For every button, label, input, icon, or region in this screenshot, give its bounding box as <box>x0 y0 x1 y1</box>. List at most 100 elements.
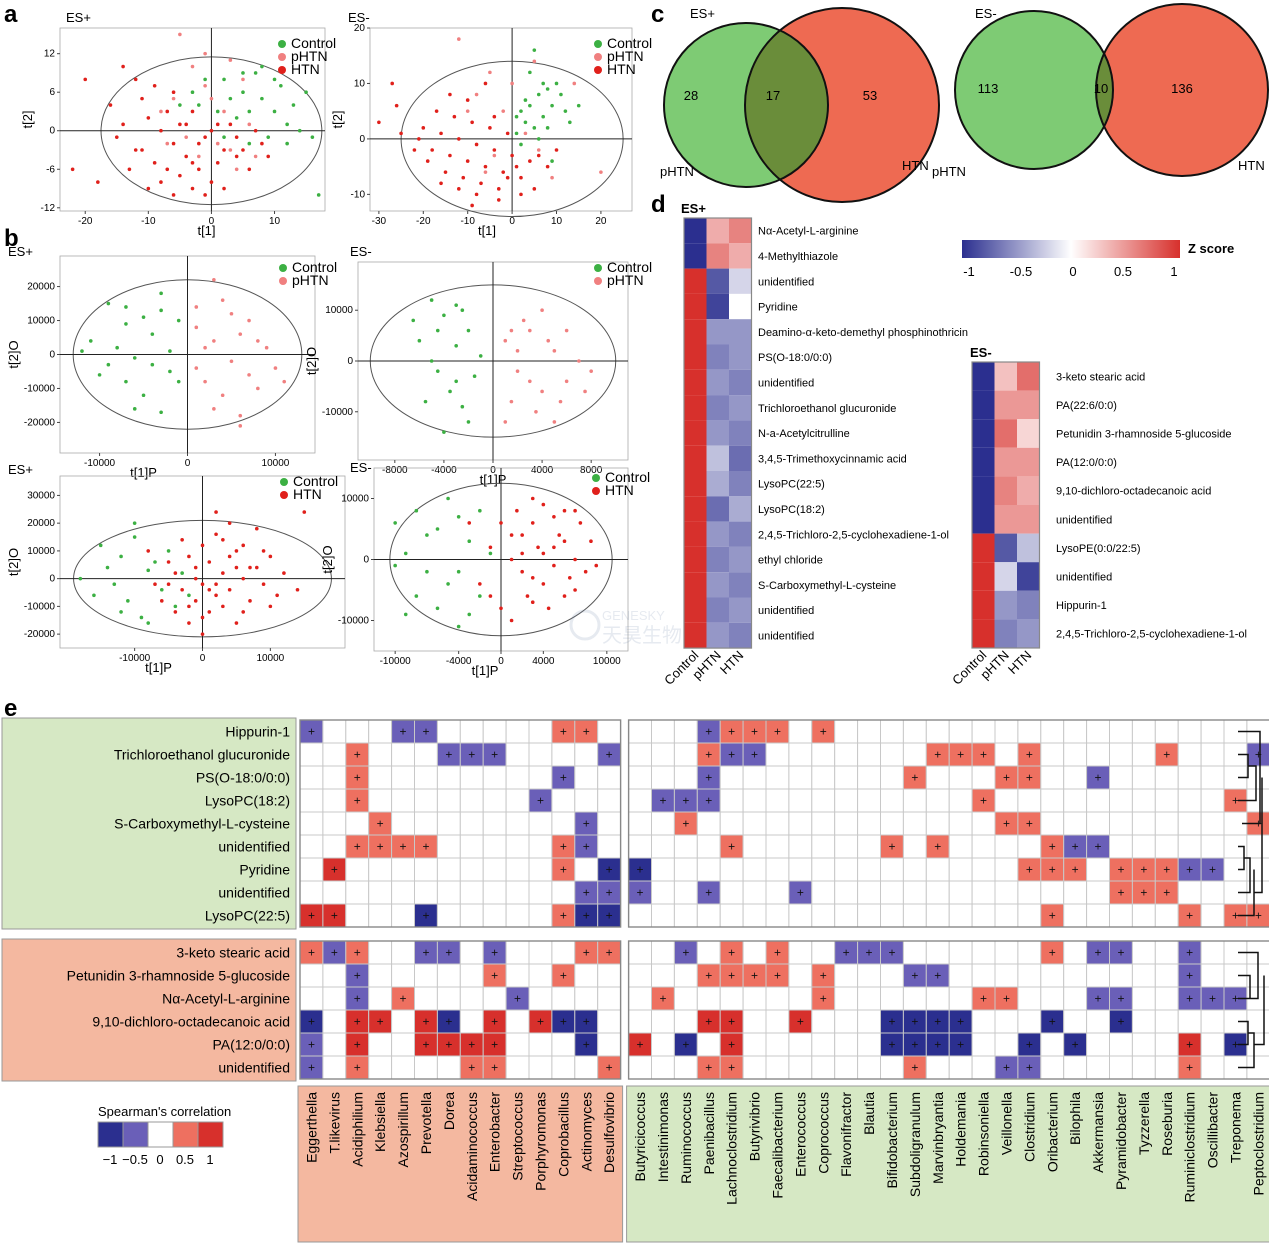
corr-cell <box>1017 963 1042 988</box>
corr-sig-mark: + <box>728 748 735 762</box>
corr-sig-mark: + <box>1049 909 1056 923</box>
corr-col-label: Klebsiella <box>372 1092 388 1152</box>
corr-cell <box>742 903 767 928</box>
heatmap-cell <box>706 496 729 522</box>
corr-block-border <box>299 940 622 1080</box>
point-control <box>159 587 164 592</box>
heatmap-cell <box>706 420 729 446</box>
corr-cell <box>811 1032 836 1057</box>
point-htn <box>187 621 191 625</box>
corr-cell <box>971 834 996 859</box>
corr-row-label: Pyridine <box>239 862 290 878</box>
corr-sig-mark: + <box>1026 1038 1033 1052</box>
point-phtn <box>197 154 201 159</box>
heatmap-cell <box>729 319 752 345</box>
legend-label-htn: HTN <box>291 61 320 77</box>
x-tick-label: 0 <box>490 465 496 476</box>
point-control <box>168 369 172 374</box>
corr-cell <box>1131 765 1156 790</box>
corr-sig-mark: + <box>1117 946 1124 960</box>
heatmap-cell <box>729 622 752 649</box>
corr-cell <box>902 788 927 813</box>
corr-cell <box>505 857 530 882</box>
pca-scatter-plots: -20 -10 0 10-12-60612t[1]t[2]ES+ControlpHTN… <box>6 10 652 678</box>
point-htn <box>165 167 170 172</box>
corr-sig-mark: + <box>606 909 613 923</box>
corr-cell <box>1154 986 1179 1011</box>
legend-label-phtn: pHTN <box>607 272 644 288</box>
corr-cell <box>528 719 553 744</box>
corr-sig-mark: + <box>445 1038 452 1052</box>
corr-cell <box>628 742 652 767</box>
point-phtn <box>194 366 199 370</box>
corr-cell <box>788 903 813 928</box>
corr-cell <box>742 1032 767 1057</box>
corr-cell <box>948 834 973 859</box>
point-control <box>514 131 519 136</box>
corr-cell <box>651 963 675 988</box>
corr-cell <box>345 811 370 836</box>
corr-cell <box>902 940 927 965</box>
corr-sig-mark: + <box>728 1015 735 1029</box>
legend-marker-control <box>280 478 288 486</box>
point-phtn <box>264 345 269 350</box>
corr-cell <box>1063 742 1088 767</box>
heatmap-d2: ES- 3-keto stearic acid PA(22:6/0:0) Petuni… <box>949 345 1247 688</box>
corr-col-label: Roseburia <box>1159 1092 1175 1156</box>
y-axis-label: t[2] <box>330 110 345 128</box>
heatmap-cell <box>706 572 729 598</box>
point-control <box>124 305 128 309</box>
heatmap-cell <box>706 471 729 497</box>
y-tick-label: 10000 <box>325 305 353 316</box>
heatmap-cell <box>972 362 995 391</box>
scatter-a1: -20 -10 0 10 -12 -6 0 6 12 t[1] t[2] ES+ ControlpHTN… <box>20 10 336 238</box>
point-control <box>78 576 83 581</box>
point-htn <box>474 142 479 147</box>
point-htn <box>140 148 144 152</box>
x-axis-label: t[1]P <box>145 660 172 675</box>
corr-sig-mark: + <box>1186 863 1193 877</box>
corr-cell <box>857 765 881 790</box>
corr-sig-mark: + <box>728 1061 735 1075</box>
heatmap-cell <box>994 419 1017 448</box>
corr-sig-mark: + <box>957 1038 964 1052</box>
corr-sig-mark: + <box>1186 992 1193 1006</box>
corr-cell <box>651 903 675 928</box>
point-control <box>222 135 226 139</box>
corr-cell <box>651 1009 675 1034</box>
corr-cell <box>811 765 836 790</box>
corr-cell <box>651 1055 675 1080</box>
corr-sig-mark: + <box>637 1038 644 1052</box>
point-htn <box>215 161 220 165</box>
corr-cell <box>1040 986 1065 1011</box>
corr-cell <box>574 857 599 882</box>
corr-cell <box>505 811 530 836</box>
correlation-legend-tick: 1 <box>206 1152 213 1167</box>
corr-cell <box>299 811 324 836</box>
corr-cell <box>1063 1009 1088 1034</box>
corr-cell <box>1154 1009 1179 1034</box>
corr-sig-mark: + <box>980 992 987 1006</box>
corr-cell <box>1086 719 1110 744</box>
scatter-frame <box>369 27 633 212</box>
correlation-heatmap: + + + + + + + + + + + + + + + + + + + + + + + + + + + + + + + + + + + + + + + +… <box>1 717 1269 1243</box>
corr-sig-mark: + <box>537 794 544 808</box>
corr-cell <box>1063 811 1088 836</box>
point-htn <box>282 571 286 575</box>
y-tick-label: -10000 <box>322 407 354 418</box>
point-htn <box>159 180 163 184</box>
corr-sig-mark: + <box>400 992 407 1006</box>
corr-sig-mark: + <box>583 909 590 923</box>
point-htn <box>180 587 184 592</box>
x-tick-label: -10 <box>460 216 475 227</box>
point-control <box>425 569 429 574</box>
corr-cell <box>1154 765 1179 790</box>
corr-cell <box>436 986 461 1011</box>
x-axis-label: t[1]P <box>480 472 507 487</box>
point-phtn <box>546 338 551 343</box>
venn-count-left-only: 113 <box>978 81 999 96</box>
corr-col-label: Coprobacillus <box>555 1092 571 1177</box>
point-phtn <box>194 305 199 309</box>
point-control <box>203 77 207 82</box>
point-htn <box>510 153 514 158</box>
